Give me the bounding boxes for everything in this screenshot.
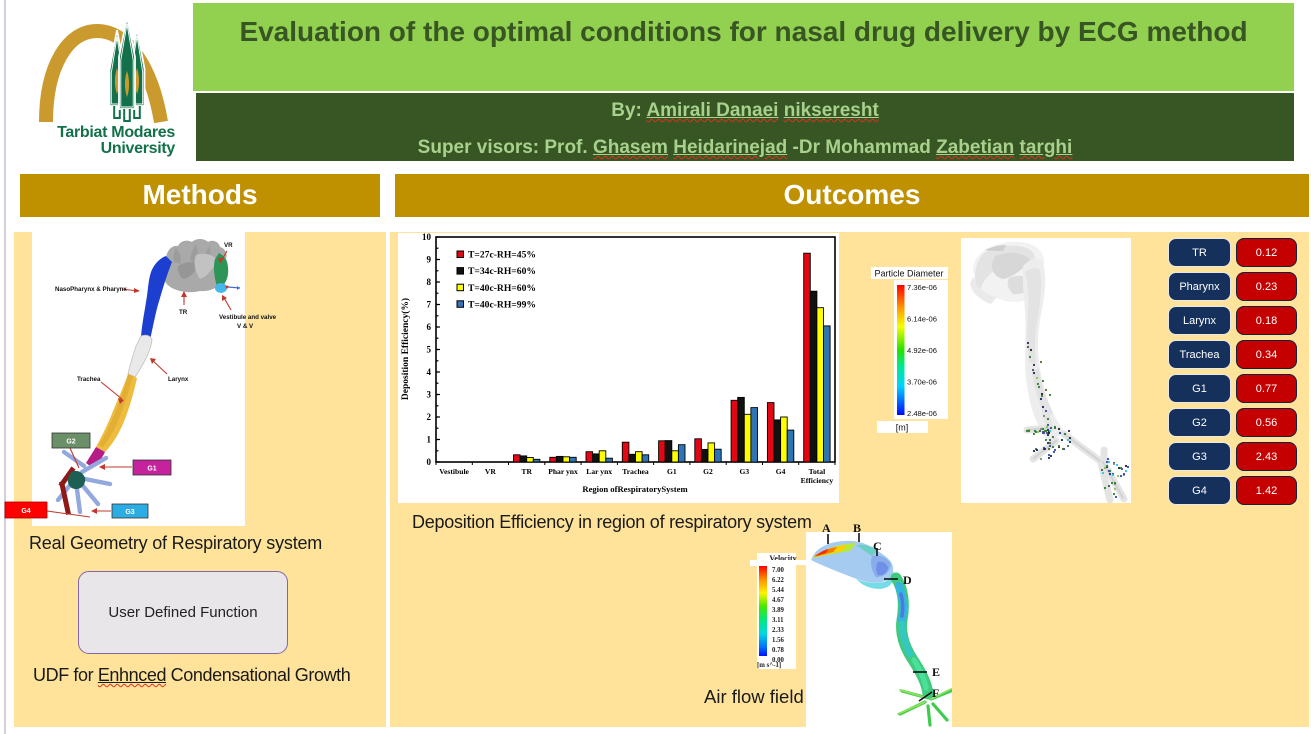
svg-text:5.44: 5.44 <box>772 587 784 594</box>
svg-text:7.00: 7.00 <box>772 567 784 574</box>
svg-text:6.14e-06: 6.14e-06 <box>907 315 937 324</box>
svg-text:3.70e-06: 3.70e-06 <box>907 378 937 387</box>
svg-text:T=40c-RH=99%: T=40c-RH=99% <box>468 299 536 310</box>
svg-text:Phar ynx: Phar ynx <box>548 467 578 476</box>
svg-text:VR: VR <box>224 242 233 249</box>
svg-text:G3: G3 <box>739 467 749 476</box>
svg-text:G4: G4 <box>776 467 786 476</box>
svg-text:Total: Total <box>809 467 826 476</box>
svg-text:G4: G4 <box>21 508 30 515</box>
svg-text:VR: VR <box>485 467 496 476</box>
svg-text:Particle Diameter: Particle Diameter <box>874 269 943 279</box>
svg-text:[m s^-1]: [m s^-1] <box>757 662 781 669</box>
svg-text:4.92e-06: 4.92e-06 <box>907 346 937 355</box>
svg-text:9: 9 <box>427 255 432 265</box>
svg-text:3.89: 3.89 <box>772 607 784 614</box>
svg-text:Larynx: Larynx <box>168 376 189 383</box>
svg-text:Vestibule: Vestibule <box>439 467 469 476</box>
svg-text:8: 8 <box>427 277 432 287</box>
svg-text:7.36e-06: 7.36e-06 <box>907 283 937 292</box>
svg-text:3.11: 3.11 <box>772 617 784 624</box>
svg-text:6: 6 <box>427 322 432 332</box>
svg-text:Region ofRespiratorySystem: Region ofRespiratorySystem <box>582 484 688 494</box>
svg-text:Deposition Efficiency(%): Deposition Efficiency(%) <box>400 298 411 400</box>
svg-text:2: 2 <box>427 412 432 422</box>
svg-text:Tarbiat Modares: Tarbiat Modares <box>57 124 175 141</box>
svg-text:TR: TR <box>179 309 188 316</box>
svg-text:10: 10 <box>422 233 432 242</box>
svg-text:Efficiency: Efficiency <box>801 476 834 485</box>
svg-text:Vestibule and valve: Vestibule and valve <box>219 314 277 321</box>
svg-text:V & V: V & V <box>237 323 254 330</box>
svg-text:G1: G1 <box>147 466 156 473</box>
svg-text:T=27c-RH=45%: T=27c-RH=45% <box>468 250 536 261</box>
svg-text:5: 5 <box>427 345 432 355</box>
svg-text:3: 3 <box>427 390 432 400</box>
svg-text:6.22: 6.22 <box>772 577 784 584</box>
svg-text:[m]: [m] <box>896 423 909 433</box>
svg-text:T=34c-RH=60%: T=34c-RH=60% <box>468 266 536 277</box>
svg-text:Trachea: Trachea <box>622 467 649 476</box>
svg-text:1.56: 1.56 <box>772 637 784 644</box>
svg-text:Lar ynx: Lar ynx <box>586 467 612 476</box>
svg-text:1: 1 <box>427 435 432 445</box>
svg-text:G3: G3 <box>125 509 134 516</box>
svg-text:4.67: 4.67 <box>772 597 784 604</box>
svg-text:G2: G2 <box>703 467 713 476</box>
svg-text:G2: G2 <box>66 439 75 446</box>
svg-text:0.00: 0.00 <box>772 657 784 664</box>
svg-text:Velocity: Velocity <box>769 554 796 563</box>
svg-text:0.78: 0.78 <box>772 647 784 654</box>
svg-text:T=40c-RH=60%: T=40c-RH=60% <box>468 283 536 294</box>
svg-text:2.48e-06: 2.48e-06 <box>907 409 937 418</box>
svg-text:Trachea: Trachea <box>77 376 101 383</box>
svg-text:7: 7 <box>427 300 432 310</box>
svg-text:2.33: 2.33 <box>772 627 784 634</box>
svg-text:TR: TR <box>521 467 532 476</box>
svg-text:University: University <box>101 140 176 157</box>
svg-text:4: 4 <box>427 367 432 377</box>
svg-text:G1: G1 <box>667 467 677 476</box>
svg-text:0: 0 <box>427 457 432 467</box>
svg-text:NasoPharynx & Pharynx: NasoPharynx & Pharynx <box>55 286 127 293</box>
